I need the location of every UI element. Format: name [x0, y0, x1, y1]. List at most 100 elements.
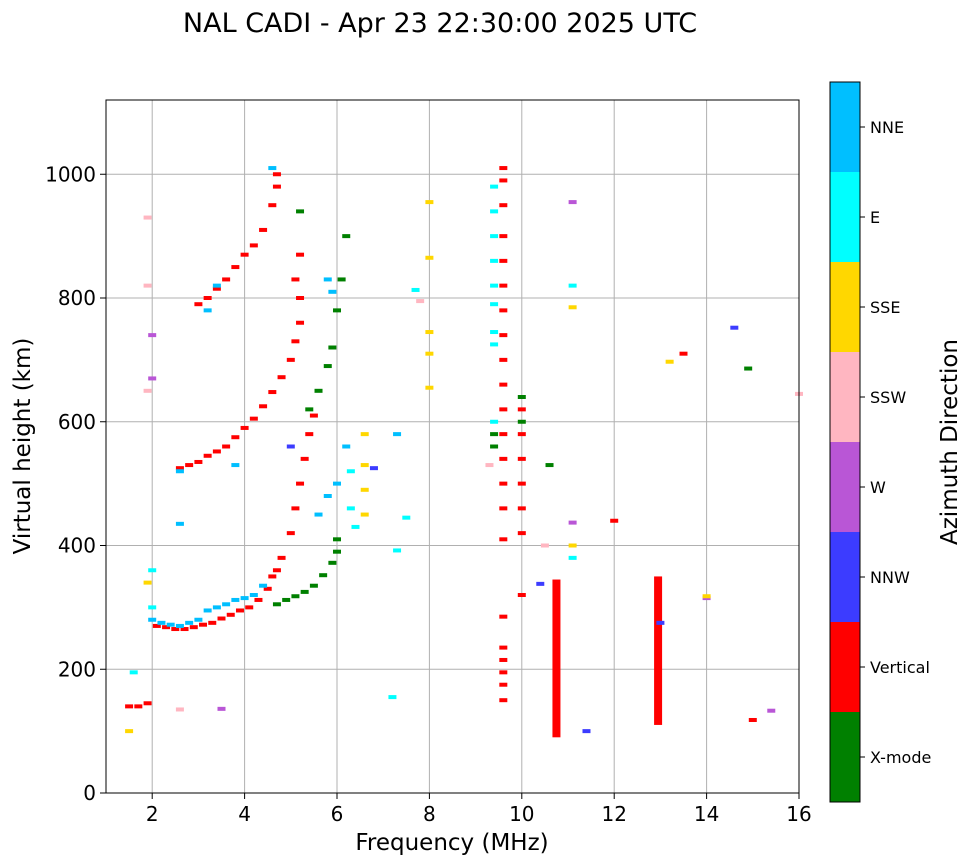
data-point-vertical [222, 277, 231, 282]
data-point-sse [665, 359, 674, 364]
data-point-vertical [203, 296, 212, 300]
colorbar-segment [830, 82, 860, 172]
data-bar-vertical [654, 576, 663, 725]
data-point-e [129, 670, 138, 675]
data-point-ssw [143, 388, 152, 393]
x-tick-label: 14 [694, 802, 719, 826]
data-point-vertical [268, 574, 277, 579]
data-point-nne [268, 166, 277, 171]
data-point-x-mode [328, 345, 337, 350]
data-point-nne [393, 432, 402, 437]
data-point-ssw [485, 463, 494, 468]
data-point-e [490, 302, 499, 307]
x-tick-label: 4 [238, 802, 251, 826]
data-point-vertical [499, 203, 508, 208]
colorbar-segment [830, 622, 860, 712]
data-point-vertical [245, 605, 254, 610]
data-point-nne [212, 605, 221, 610]
data-point-vertical [517, 531, 526, 536]
data-point-e [346, 469, 355, 474]
data-point-nne [231, 463, 240, 468]
data-point-e [346, 506, 355, 511]
data-point-e [568, 283, 577, 288]
data-point-vertical [499, 537, 508, 542]
data-point-e [490, 209, 499, 214]
data-point-x-mode [517, 419, 526, 424]
data-point-nne [323, 277, 332, 282]
data-point-vertical [499, 670, 508, 675]
data-point-vertical [194, 459, 203, 464]
x-tick-label: 12 [601, 802, 626, 826]
data-point-w [148, 333, 157, 338]
data-point-vertical [222, 444, 231, 449]
data-point-vertical [499, 357, 508, 362]
plot-frame [105, 99, 800, 794]
data-point-x-mode [314, 388, 323, 393]
data-point-sse [425, 255, 434, 260]
data-point-vertical [272, 184, 281, 189]
data-point-sse [702, 594, 711, 599]
data-point-x-mode [305, 407, 314, 412]
y-tick-label: 1000 [45, 162, 96, 186]
data-point-vertical [231, 435, 240, 440]
data-point-vertical [194, 302, 203, 307]
y-tick-label: 600 [58, 410, 96, 434]
data-point-x-mode [545, 463, 554, 468]
data-point-e [388, 695, 397, 700]
x-tick-label: 16 [786, 802, 811, 826]
data-point-e [148, 605, 157, 610]
x-tick-label: 8 [423, 802, 436, 826]
data-point-x-mode [333, 549, 341, 554]
data-point-vertical [272, 172, 281, 177]
chart-title: NAL CADI - Apr 23 22:30:00 2025 UTC [183, 8, 697, 39]
data-point-vertical [499, 407, 508, 412]
data-point-vertical [610, 518, 619, 523]
data-point-nne [249, 593, 258, 597]
data-point-nne [175, 469, 184, 474]
data-point-vertical [499, 333, 508, 338]
data-point-vertical [263, 586, 272, 591]
colorbar-segment [830, 262, 860, 352]
colorbar-label: NNE [870, 118, 904, 137]
data-point-e [148, 568, 157, 573]
y-tick-label: 0 [83, 781, 96, 805]
data-point-vertical [517, 407, 526, 412]
data-point-vertical [305, 432, 314, 437]
data-point-nne [212, 283, 221, 288]
data-point-nne [231, 597, 240, 602]
data-point-e [490, 283, 499, 288]
data-point-nne [314, 512, 323, 517]
data-point-vertical [152, 623, 161, 628]
data-point-nne [323, 494, 332, 498]
data-point-vertical [199, 622, 208, 627]
data-point-e [393, 548, 402, 553]
y-tick-label: 800 [58, 286, 96, 310]
data-point-vertical [208, 620, 217, 625]
data-point-vertical [277, 555, 286, 560]
data-point-vertical [499, 258, 508, 263]
data-point-e [490, 234, 499, 239]
data-point-vertical [249, 416, 258, 421]
colorbar-label: NNW [870, 568, 910, 587]
data-point-vertical [296, 296, 305, 300]
data-point-vertical [268, 203, 277, 208]
data-point-vertical [272, 568, 281, 573]
data-point-vertical [235, 608, 244, 613]
data-point-vertical [296, 481, 305, 486]
x-tick-label: 10 [509, 802, 534, 826]
colorbar-frame [829, 81, 861, 803]
data-point-vertical [162, 625, 171, 630]
data-point-x-mode [517, 395, 526, 399]
data-point-vertical [259, 404, 268, 409]
colorbar-label: SSW [870, 388, 906, 407]
data-point-vertical [499, 682, 508, 687]
data-point-vertical [499, 234, 508, 239]
data-point-x-mode [333, 537, 341, 542]
colorbar-label: SSE [870, 298, 900, 317]
data-point-x-mode [337, 277, 346, 282]
data-point-sse [360, 487, 369, 492]
data-point-vertical [517, 593, 526, 597]
data-point-vertical [240, 425, 249, 430]
data-point-nne [203, 308, 212, 313]
